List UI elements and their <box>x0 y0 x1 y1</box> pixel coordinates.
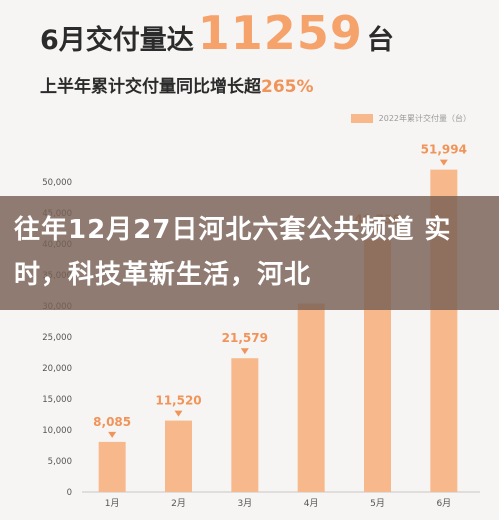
bar-4 <box>297 303 325 492</box>
bar-2 <box>165 420 192 492</box>
data-label-marker <box>108 431 117 438</box>
overlay-banner: 往年12月27日河北六套公共频道 实时，科技革新生活，河北 <box>0 196 499 310</box>
y-tick-label: 15,000 <box>42 395 72 405</box>
x-tick-label: 5月 <box>370 498 385 509</box>
subheadline-text: 上半年累计交付量同比增长超 <box>40 77 261 97</box>
headline-prefix: 6月交付量达 <box>40 25 194 56</box>
chart-legend: 2022年累计交付量（台） <box>350 113 471 124</box>
legend-swatch <box>350 114 373 123</box>
headline: 6月交付量达 11259 台 <box>40 6 394 60</box>
x-tick-label: 1月 <box>105 498 120 509</box>
y-tick-label: 25,000 <box>42 333 72 343</box>
subheadline: 上半年累计交付量同比增长超265% <box>40 72 314 97</box>
x-tick-label: 3月 <box>237 498 252 509</box>
y-tick-label: 0 <box>67 488 72 498</box>
y-tick-label: 20,000 <box>42 364 72 374</box>
data-label-marker <box>240 348 249 355</box>
data-label: 21,579 <box>222 331 268 345</box>
y-tick-label: 50,000 <box>42 178 72 188</box>
banner-text: 往年12月27日河北六套公共频道 实时，科技革新生活，河北 <box>14 215 452 290</box>
headline-number: 11259 <box>197 6 363 60</box>
y-tick-label: 10,000 <box>42 426 72 436</box>
data-label-marker <box>439 159 448 166</box>
bar-1 <box>98 441 126 492</box>
data-label: 11,520 <box>155 394 201 408</box>
y-tick-label: 5,000 <box>48 457 72 467</box>
data-label-marker <box>174 410 183 417</box>
x-tick-label: 4月 <box>304 498 319 509</box>
headline-suffix: 台 <box>366 25 394 56</box>
x-tick-label: 6月 <box>436 498 451 509</box>
data-label: 8,085 <box>93 415 131 429</box>
data-label: 51,994 <box>421 143 467 157</box>
legend-label: 2022年累计交付量（台） <box>378 114 471 123</box>
subheadline-percent: 265% <box>261 77 314 97</box>
x-tick-label: 2月 <box>171 498 186 509</box>
bar-3 <box>231 358 259 492</box>
